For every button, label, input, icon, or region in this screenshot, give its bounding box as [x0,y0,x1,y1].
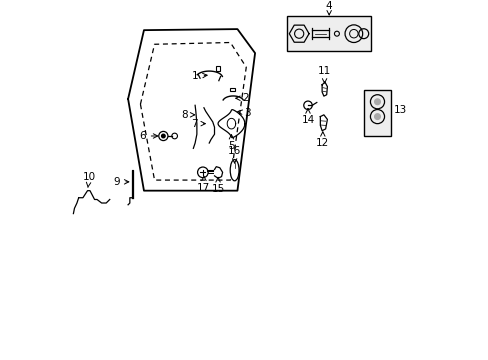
Text: 7: 7 [191,119,205,129]
Ellipse shape [230,159,239,181]
Text: 16: 16 [227,146,241,163]
Text: 15: 15 [211,177,224,194]
FancyBboxPatch shape [230,88,234,91]
Circle shape [161,134,165,138]
Text: 9: 9 [114,177,128,187]
Text: 11: 11 [317,66,330,83]
Text: 4: 4 [325,1,332,15]
Text: 2: 2 [235,93,249,103]
FancyBboxPatch shape [364,90,390,136]
Text: 8: 8 [181,110,194,120]
Text: 3: 3 [237,108,251,118]
Circle shape [374,114,380,120]
Text: 17: 17 [197,176,210,193]
Text: 13: 13 [392,104,406,114]
Text: 12: 12 [316,132,329,148]
FancyBboxPatch shape [215,67,220,71]
Text: 6: 6 [139,131,158,141]
FancyBboxPatch shape [286,16,371,51]
Text: 14: 14 [301,109,314,125]
Text: 1: 1 [192,71,207,81]
Circle shape [374,99,380,105]
Text: 5: 5 [228,135,234,151]
Text: 10: 10 [82,172,96,188]
